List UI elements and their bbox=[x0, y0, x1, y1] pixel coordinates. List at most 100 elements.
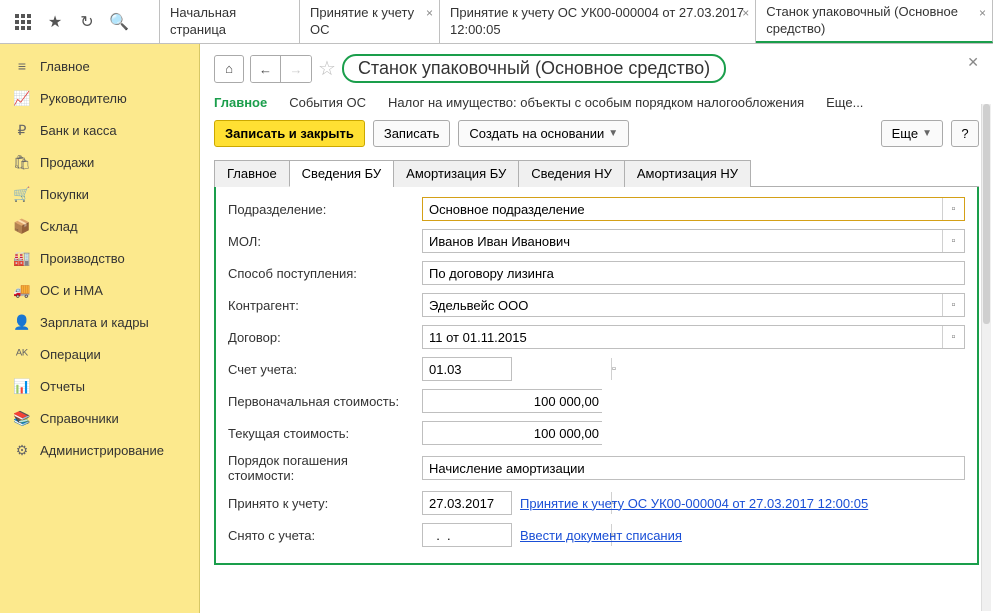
sidebar-label: Операции bbox=[40, 347, 101, 362]
inner-tab-3[interactable]: Сведения НУ bbox=[518, 160, 625, 187]
inner-tab-2[interactable]: Амортизация БУ bbox=[393, 160, 519, 187]
sidebar-icon: ₽ bbox=[14, 122, 30, 138]
close-icon[interactable]: × bbox=[742, 6, 749, 20]
subnav-main[interactable]: Главное bbox=[214, 95, 267, 110]
back-button[interactable]: ← bbox=[251, 56, 281, 83]
sidebar-icon: 🛒 bbox=[14, 186, 30, 202]
inner-tab-4[interactable]: Амортизация НУ bbox=[624, 160, 751, 187]
sidebar-label: Банк и касса bbox=[40, 123, 117, 138]
sidebar-item-1[interactable]: 📈 Руководителю bbox=[0, 82, 199, 114]
initial-cost-input[interactable] bbox=[423, 390, 607, 412]
sidebar-label: Отчеты bbox=[40, 379, 85, 394]
sidebar-label: Продажи bbox=[40, 155, 94, 170]
open-icon[interactable]: ▫ bbox=[942, 326, 964, 348]
open-icon[interactable]: ▫ bbox=[942, 198, 964, 220]
sidebar-item-9[interactable]: ᴬᴷ Операции bbox=[0, 338, 199, 370]
counterparty-label: Контрагент: bbox=[228, 298, 414, 313]
accepted-label: Принято к учету: bbox=[228, 496, 414, 511]
sidebar-icon: 📈 bbox=[14, 90, 30, 106]
sidebar-icon: 👤 bbox=[14, 314, 30, 330]
sidebar-item-12[interactable]: ⚙ Администрирование bbox=[0, 434, 199, 466]
history-icon[interactable]: ↻ bbox=[78, 13, 96, 31]
counterparty-input[interactable]: ▫ bbox=[422, 293, 965, 317]
sidebar-label: Администрирование bbox=[40, 443, 164, 458]
scrollbar[interactable] bbox=[981, 104, 991, 611]
chevron-down-icon: ▼ bbox=[608, 128, 618, 139]
receipt-input[interactable] bbox=[422, 261, 965, 285]
page-title: Станок упаковочный (Основное средство) bbox=[342, 54, 726, 83]
star-icon[interactable]: ★ bbox=[46, 13, 64, 31]
sidebar-item-4[interactable]: 🛒 Покупки bbox=[0, 178, 199, 210]
apps-icon[interactable] bbox=[14, 13, 32, 31]
top-tab-1[interactable]: Принятие к учету ОС× bbox=[300, 0, 440, 43]
sidebar-label: Зарплата и кадры bbox=[40, 315, 149, 330]
removed-label: Снято с учета: bbox=[228, 528, 414, 543]
save-close-button[interactable]: Записать и закрыть bbox=[214, 120, 365, 147]
sidebar-icon: 🛍 bbox=[14, 154, 30, 170]
close-icon[interactable]: × bbox=[426, 6, 433, 20]
sidebar-item-5[interactable]: 📦 Склад bbox=[0, 210, 199, 242]
sidebar-label: Производство bbox=[40, 251, 125, 266]
sidebar-icon: ᴬᴷ bbox=[14, 346, 30, 362]
account-input[interactable]: ▫ bbox=[422, 357, 512, 381]
current-cost-input[interactable] bbox=[423, 422, 607, 444]
dept-input[interactable]: ▫ bbox=[422, 197, 965, 221]
sidebar-icon: 🚚 bbox=[14, 282, 30, 298]
sidebar-label: ОС и НМА bbox=[40, 283, 103, 298]
sidebar-label: Покупки bbox=[40, 187, 89, 202]
sidebar-icon: 📚 bbox=[14, 410, 30, 426]
open-icon[interactable]: ▫ bbox=[611, 358, 616, 380]
sidebar-item-6[interactable]: 🏭 Производство bbox=[0, 242, 199, 274]
more-button[interactable]: Еще▼ bbox=[881, 120, 943, 147]
subnav-tax[interactable]: Налог на имущество: объекты с особым пор… bbox=[388, 95, 804, 110]
sidebar-icon: ⚙ bbox=[14, 442, 30, 458]
account-label: Счет учета: bbox=[228, 362, 414, 377]
sidebar-label: Склад bbox=[40, 219, 78, 234]
sidebar-item-11[interactable]: 📚 Справочники bbox=[0, 402, 199, 434]
favorite-icon[interactable]: ☆ bbox=[318, 56, 336, 81]
create-based-button[interactable]: Создать на основании▼ bbox=[458, 120, 629, 147]
initial-cost-label: Первоначальная стоимость: bbox=[228, 394, 414, 409]
close-icon[interactable]: × bbox=[979, 6, 986, 20]
sidebar-item-10[interactable]: 📊Отчеты bbox=[0, 370, 199, 402]
sidebar-label: Руководителю bbox=[40, 91, 127, 106]
sidebar-item-7[interactable]: 🚚 ОС и НМА bbox=[0, 274, 199, 306]
accepted-doc-link[interactable]: Принятие к учету ОС УК00-000004 от 27.03… bbox=[520, 496, 868, 511]
inner-tab-1[interactable]: Сведения БУ bbox=[289, 160, 395, 187]
removed-doc-link[interactable]: Ввести документ списания bbox=[520, 528, 682, 543]
repay-label: Порядок погашения стоимости: bbox=[228, 453, 414, 483]
sidebar-item-0[interactable]: ≡Главное bbox=[0, 50, 199, 82]
close-icon[interactable]: ✕ bbox=[967, 54, 979, 71]
subnav-more[interactable]: Еще... bbox=[826, 95, 863, 110]
sidebar-icon: 🏭 bbox=[14, 250, 30, 266]
subnav-events[interactable]: События ОС bbox=[289, 95, 366, 110]
contract-label: Договор: bbox=[228, 330, 414, 345]
contract-input[interactable]: ▫ bbox=[422, 325, 965, 349]
sidebar-item-8[interactable]: 👤 Зарплата и кадры bbox=[0, 306, 199, 338]
sidebar-label: Справочники bbox=[40, 411, 119, 426]
save-button[interactable]: Записать bbox=[373, 120, 451, 147]
chevron-down-icon: ▼ bbox=[922, 128, 932, 139]
home-button[interactable]: ⌂ bbox=[214, 55, 244, 83]
mol-label: МОЛ: bbox=[228, 234, 414, 249]
current-cost-label: Текущая стоимость: bbox=[228, 426, 414, 441]
mol-input[interactable]: ▫ bbox=[422, 229, 965, 253]
removed-date-input[interactable]: ▫ bbox=[422, 523, 512, 547]
top-tab-0[interactable]: Начальная страница bbox=[160, 0, 300, 43]
open-icon[interactable]: ▫ bbox=[942, 230, 964, 252]
search-icon[interactable]: 🔍 bbox=[110, 13, 128, 31]
dept-label: Подразделение: bbox=[228, 202, 414, 217]
top-tab-2[interactable]: Принятие к учету ОС УК00-000004 от 27.03… bbox=[440, 0, 756, 43]
sidebar-icon: 📦 bbox=[14, 218, 30, 234]
forward-button[interactable]: → bbox=[281, 56, 311, 83]
open-icon[interactable]: ▫ bbox=[942, 294, 964, 316]
inner-tab-0[interactable]: Главное bbox=[214, 160, 290, 187]
top-tab-3[interactable]: Станок упаковочный (Основное средство)× bbox=[756, 0, 993, 43]
sidebar-item-2[interactable]: ₽ Банк и касса bbox=[0, 114, 199, 146]
sidebar-label: Главное bbox=[40, 59, 90, 74]
sidebar-item-3[interactable]: 🛍 Продажи bbox=[0, 146, 199, 178]
repay-input[interactable] bbox=[422, 456, 965, 480]
accepted-date-input[interactable]: ▫ bbox=[422, 491, 512, 515]
receipt-label: Способ поступления: bbox=[228, 266, 414, 281]
help-button[interactable]: ? bbox=[951, 120, 979, 147]
